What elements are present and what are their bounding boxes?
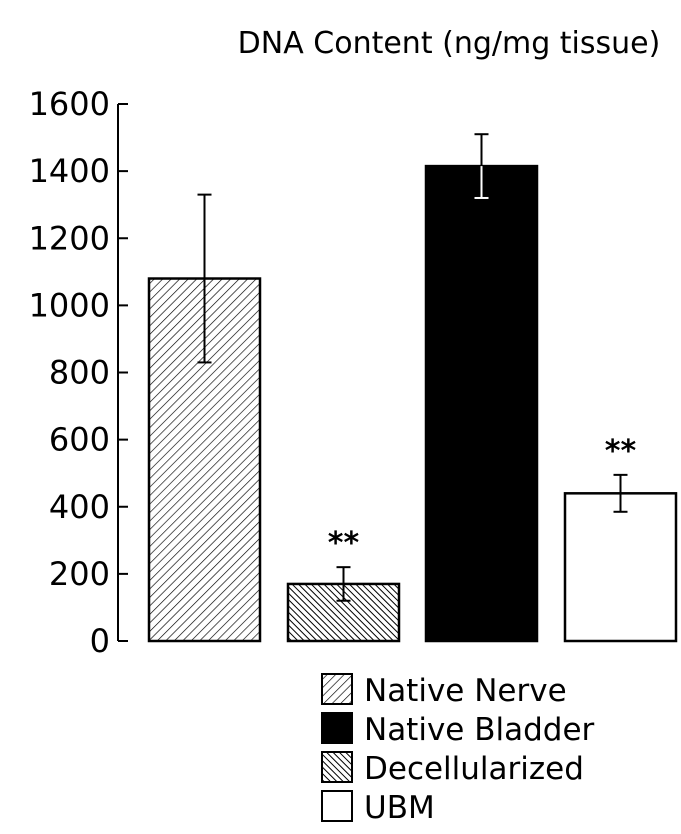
legend-label: Native Nerve [364, 673, 567, 709]
y-tick-label: 1400 [29, 152, 110, 190]
y-axis: 0 200 400 600 800 1000 1200 1400 1600 [29, 85, 128, 660]
legend-swatch [322, 674, 352, 704]
y-tick-label: 200 [49, 555, 110, 593]
legend-swatch [322, 713, 352, 743]
legend-label: UBM [364, 790, 435, 826]
y-tick-label: 1200 [29, 219, 110, 257]
significance-label: ** [328, 526, 360, 561]
y-tick-label: 0 [90, 622, 110, 660]
bar-ubm [565, 493, 676, 641]
significance-label: ** [605, 434, 637, 469]
legend-swatch [322, 791, 352, 821]
y-tick-label: 1000 [29, 286, 110, 324]
chart-title: DNA Content (ng/mg tissue) [238, 26, 661, 61]
bars: ** ** [149, 134, 676, 641]
y-tick-label: 400 [49, 488, 110, 526]
legend: Native NerveNative BladderDecellularized… [322, 673, 595, 826]
y-tick-label: 600 [49, 421, 110, 459]
legend-label: Decellularized [364, 751, 584, 787]
legend-label: Native Bladder [364, 712, 595, 748]
y-tick-label: 800 [49, 354, 110, 392]
y-tick-label: 1600 [29, 85, 110, 123]
bar-native-bladder [426, 166, 537, 641]
legend-swatch [322, 752, 352, 782]
